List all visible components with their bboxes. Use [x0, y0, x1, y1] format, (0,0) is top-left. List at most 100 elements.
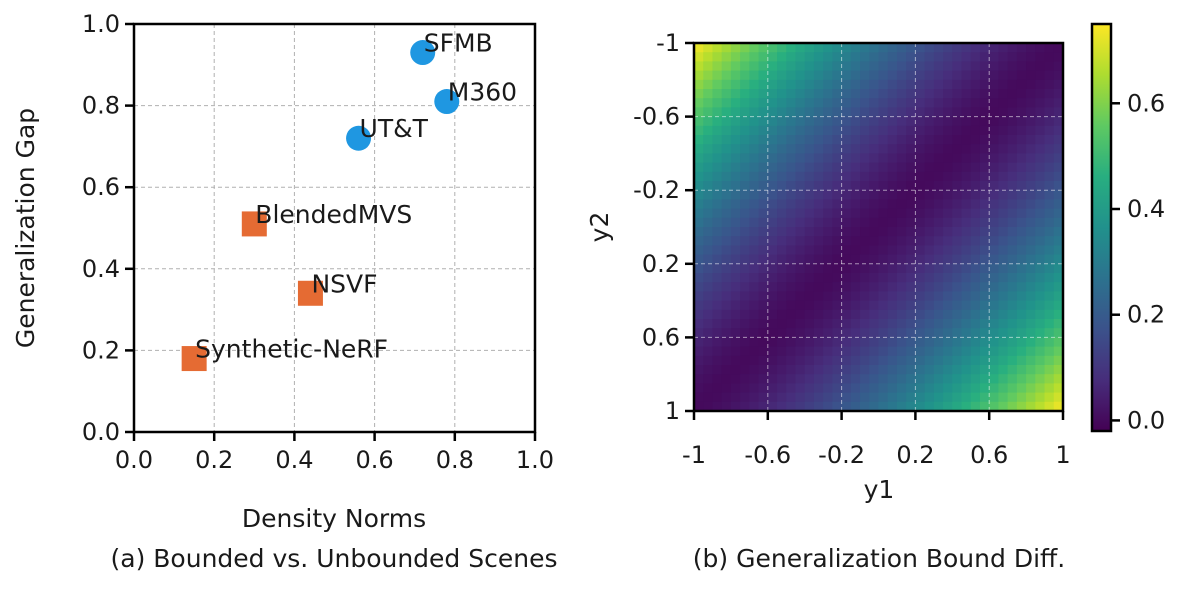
heatmap-cell — [915, 236, 926, 246]
heatmap-cell — [823, 401, 833, 412]
heatmap-cell — [767, 116, 778, 127]
heatmap-cell — [767, 383, 778, 394]
heatmap-cell — [970, 328, 981, 338]
heatmap-cell — [712, 401, 723, 412]
heatmap-cell — [979, 291, 990, 302]
heatmap-cell — [924, 401, 935, 412]
heatmap-cell — [906, 309, 916, 320]
heatmap-cell — [869, 199, 880, 210]
heatmap-cell — [1053, 61, 1064, 72]
heatmap-cell — [952, 52, 963, 62]
heatmap-cell — [943, 374, 953, 384]
heatmap-cell — [887, 70, 898, 81]
heatmap-cell — [915, 70, 926, 81]
heatmap-cell — [1026, 392, 1036, 403]
heatmap-cell — [841, 374, 852, 384]
heatmap-cell — [1016, 70, 1027, 81]
heatmap-cell — [804, 365, 815, 375]
heatmap-cell — [1026, 401, 1036, 412]
heatmap-cell — [749, 263, 760, 274]
heatmap-cell — [777, 355, 787, 366]
colorbar-ticks: 0.00.20.40.6 — [1111, 89, 1165, 434]
heatmap-cell — [952, 181, 963, 191]
heatmap-cell — [1026, 70, 1036, 81]
heatmap-cell — [694, 254, 704, 265]
heatmap-cell — [721, 181, 732, 191]
heatmap-cell — [804, 217, 815, 228]
heatmap-cell — [998, 300, 1009, 311]
heatmap-cell — [712, 263, 723, 274]
heatmap-cell — [767, 300, 778, 311]
heatmap-cell — [832, 236, 843, 246]
heatmap-cell — [915, 116, 926, 127]
heatmap-cell — [795, 43, 806, 53]
heatmap-cell — [878, 273, 889, 283]
heatmap-cell — [804, 355, 815, 366]
scatter-y-ticks: 0.00.20.40.60.81.0 — [82, 10, 134, 446]
heatmap-cell — [694, 171, 704, 182]
heatmap-cell — [795, 365, 806, 375]
scatter-point-label: UT&T — [360, 114, 429, 143]
heatmap-cell — [813, 199, 824, 210]
heatmap-cell — [694, 43, 704, 53]
heatmap-cell — [767, 328, 778, 338]
heatmap-cell — [896, 355, 907, 366]
heatmap-frame — [692, 41, 1065, 413]
heatmap-cell — [989, 162, 1000, 173]
heatmap-cell — [740, 300, 750, 311]
heatmap-cell — [1053, 392, 1064, 403]
heatmap-cell — [823, 365, 833, 375]
heatmap-cell — [860, 227, 870, 237]
heatmap-cell — [694, 355, 704, 366]
heatmap-cell — [777, 254, 787, 265]
heatmap-cell — [786, 89, 797, 99]
heatmap-cell — [730, 291, 741, 302]
heatmap-cell — [961, 70, 972, 81]
heatmap-cell — [813, 107, 824, 118]
heatmap-y-tick-label: -0.2 — [633, 176, 680, 204]
heatmap-cell — [823, 98, 833, 108]
scatter-point — [181, 346, 207, 372]
heatmap-cell — [721, 319, 732, 329]
heatmap-cell — [915, 135, 926, 145]
heatmap-cell — [860, 171, 870, 182]
heatmap-cell — [869, 153, 880, 164]
heatmap-cell — [813, 217, 824, 228]
heatmap-cell — [961, 217, 972, 228]
heatmap-cell — [749, 346, 760, 357]
heatmap-cell — [989, 401, 1000, 412]
heatmap-cell — [786, 300, 797, 311]
heatmap-cell — [989, 116, 1000, 127]
heatmap-cell — [979, 319, 990, 329]
heatmap-cell — [841, 144, 852, 154]
heatmap-cell — [860, 300, 870, 311]
heatmap-cell — [786, 236, 797, 246]
heatmap-cell — [841, 401, 852, 412]
heatmap-cell — [777, 89, 787, 99]
heatmap-cell — [850, 107, 861, 118]
heatmap-cell — [933, 43, 944, 53]
heatmap-cell — [832, 125, 843, 136]
heatmap-cell — [740, 337, 750, 348]
heatmap-cell — [887, 374, 898, 384]
heatmap-cell — [952, 365, 963, 375]
heatmap-cell — [758, 355, 769, 366]
heatmap-cell — [813, 282, 824, 292]
heatmap-cell — [998, 328, 1009, 338]
heatmap-cell — [970, 245, 981, 256]
heatmap-cell — [786, 282, 797, 292]
heatmap-cell — [979, 401, 990, 412]
heatmap-cell — [878, 70, 889, 81]
heatmap-cell — [786, 171, 797, 182]
heatmap-cell — [878, 319, 889, 329]
heatmap-cell — [943, 245, 953, 256]
heatmap-cell — [712, 227, 723, 237]
heatmap-cell — [1026, 208, 1036, 219]
heatmap-cell — [1044, 291, 1055, 302]
heatmap-cell — [850, 199, 861, 210]
heatmap-cell — [961, 79, 972, 90]
heatmap-cell — [1044, 309, 1055, 320]
heatmap-cell — [850, 153, 861, 164]
heatmap-cell — [795, 98, 806, 108]
heatmap-cell — [906, 98, 916, 108]
